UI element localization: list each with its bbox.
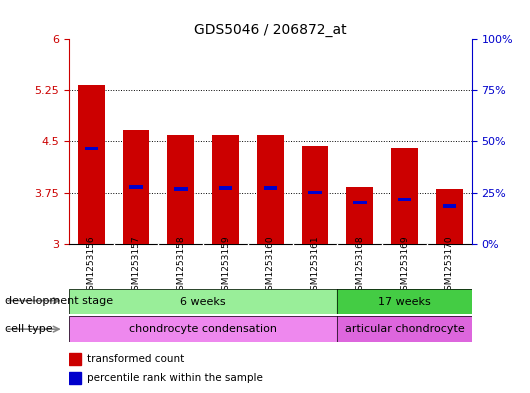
Text: percentile rank within the sample: percentile rank within the sample — [87, 373, 263, 383]
Bar — [69, 289, 338, 314]
Text: chondrocyte condensation: chondrocyte condensation — [129, 324, 277, 334]
Text: GSM1253159: GSM1253159 — [221, 235, 230, 296]
Bar — [219, 186, 232, 189]
Bar — [347, 187, 373, 244]
Bar — [263, 186, 277, 189]
Bar — [69, 316, 338, 342]
Text: GSM1253169: GSM1253169 — [400, 235, 409, 296]
Bar — [443, 204, 456, 208]
Bar — [212, 135, 239, 244]
Bar — [69, 353, 81, 365]
Bar — [338, 316, 472, 342]
Text: GSM1253160: GSM1253160 — [266, 235, 275, 296]
Bar — [174, 187, 188, 191]
Text: GSM1253161: GSM1253161 — [311, 235, 320, 296]
Bar — [302, 146, 329, 244]
Bar — [353, 201, 367, 204]
Bar — [122, 130, 149, 244]
Text: cell type: cell type — [5, 324, 53, 334]
Bar — [78, 85, 105, 244]
Bar — [308, 191, 322, 194]
Bar — [167, 135, 194, 244]
Text: GSM1253157: GSM1253157 — [131, 235, 140, 296]
Text: 17 weeks: 17 weeks — [378, 297, 431, 307]
Title: GDS5046 / 206872_at: GDS5046 / 206872_at — [194, 23, 347, 37]
Bar — [257, 135, 284, 244]
Bar — [85, 147, 98, 150]
Bar — [129, 185, 143, 189]
Text: articular chondrocyte: articular chondrocyte — [344, 324, 464, 334]
Text: 6 weeks: 6 weeks — [180, 297, 226, 307]
Text: GSM1253170: GSM1253170 — [445, 235, 454, 296]
Text: GSM1253158: GSM1253158 — [176, 235, 186, 296]
Bar — [338, 289, 472, 314]
Text: GSM1253156: GSM1253156 — [87, 235, 96, 296]
Text: GSM1253168: GSM1253168 — [355, 235, 364, 296]
Bar — [69, 372, 81, 384]
Bar — [398, 198, 411, 201]
Bar — [391, 148, 418, 244]
Text: transformed count: transformed count — [87, 354, 184, 364]
Text: development stage: development stage — [5, 296, 113, 307]
Bar — [436, 189, 463, 244]
